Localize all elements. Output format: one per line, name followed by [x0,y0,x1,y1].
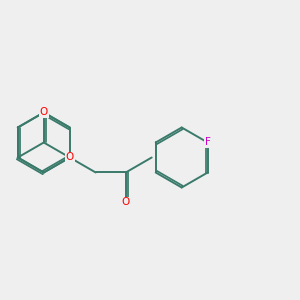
Text: O: O [40,107,48,118]
Text: F: F [205,137,211,148]
Text: O: O [66,152,74,163]
Text: O: O [40,107,48,118]
Text: O: O [122,197,130,208]
